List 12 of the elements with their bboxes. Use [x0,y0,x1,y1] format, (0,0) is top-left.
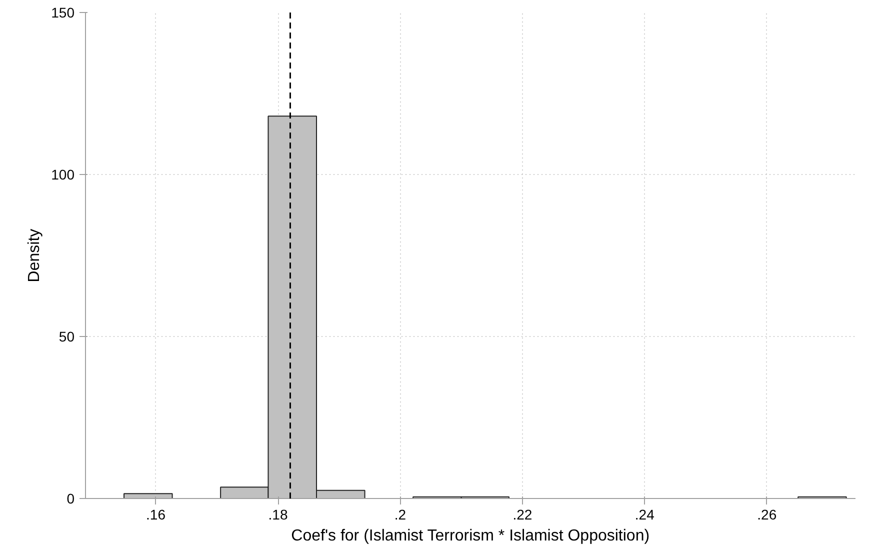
x-axis-title: Coef's for (Islamist Terrorism * Islamist Opposition) [291,528,650,544]
y-tick-label: 150 [51,4,75,20]
y-tick-label: 0 [66,490,75,506]
x-tick-label: .26 [757,506,777,522]
x-tick-label: .2 [394,506,406,522]
x-tick-label: .22 [512,506,532,522]
x-tick-label: .18 [268,506,288,522]
x-tick-label: .16 [146,506,166,522]
y-axis-title: Density [26,228,44,282]
y-tick-label: 50 [58,328,75,344]
y-tick-label: 100 [51,166,75,182]
x-tick-label: .24 [634,506,655,522]
